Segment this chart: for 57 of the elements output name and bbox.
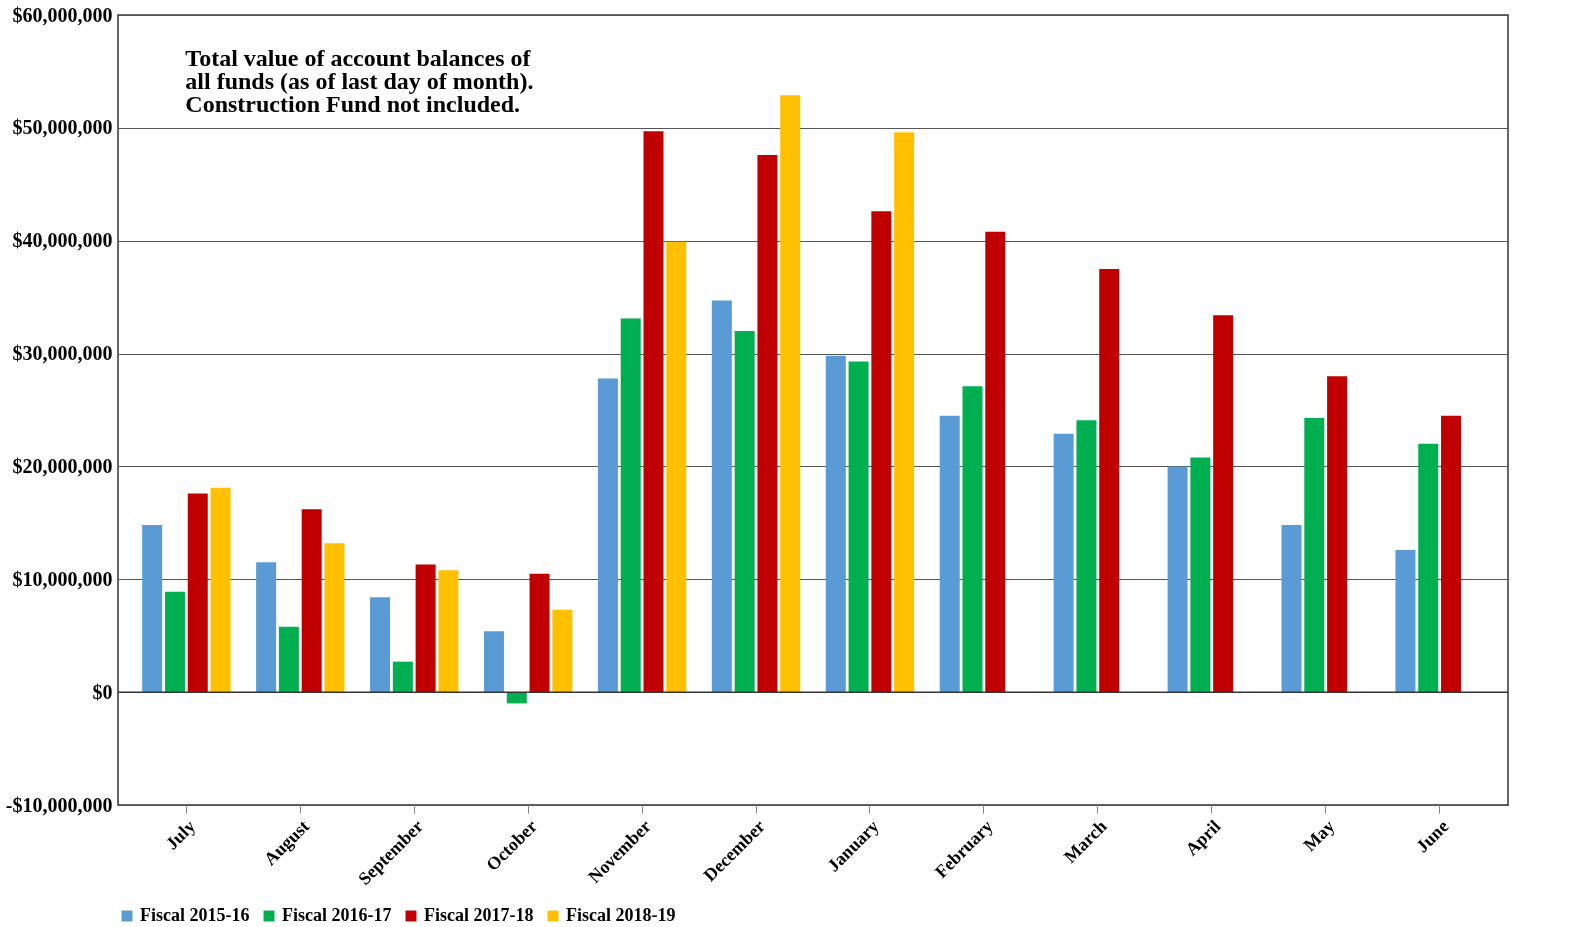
bar: [711, 300, 732, 693]
bar: [1395, 549, 1416, 693]
bar: [1304, 417, 1325, 693]
bar: [256, 562, 277, 693]
y-tick-label: $20,000,000: [12, 454, 113, 477]
bar: [392, 661, 413, 693]
bar: [939, 415, 960, 693]
bar: [278, 626, 299, 693]
y-tick-label: $10,000,000: [12, 567, 113, 590]
bar: [1327, 376, 1348, 693]
bar: [370, 597, 391, 693]
bar: [1167, 466, 1188, 693]
bar: [666, 241, 687, 693]
legend-label: Fiscal 2016-17: [282, 905, 392, 925]
legend-label: Fiscal 2017-18: [424, 905, 534, 925]
bar: [780, 95, 801, 693]
bar: [894, 132, 915, 693]
bar: [415, 564, 436, 693]
bar: [962, 386, 983, 693]
bar: [1281, 525, 1302, 693]
y-tick-label: $60,000,000: [12, 3, 113, 26]
bar: [848, 361, 869, 693]
bar: [1418, 443, 1439, 693]
bar: [438, 570, 459, 693]
legend-label: Fiscal 2015-16: [140, 905, 250, 925]
bar: [142, 525, 163, 693]
bar: [1076, 420, 1097, 693]
y-tick-label: $0: [92, 680, 113, 703]
bar: [620, 318, 641, 693]
bar: [734, 331, 755, 693]
bar: [1213, 315, 1234, 693]
text: Total value of account balances of all funds (as of last day of month). Construction Fund not included.: [185, 45, 534, 117]
bar: [1190, 457, 1211, 693]
bar: [1441, 415, 1462, 693]
bar: [757, 154, 778, 693]
bar: [985, 231, 1006, 693]
bar: [324, 543, 345, 693]
bar: [301, 509, 322, 693]
bar: [210, 487, 231, 693]
y-tick-label: -$10,000,000: [5, 793, 113, 816]
bar: [871, 211, 892, 693]
bar: [187, 493, 208, 693]
x-tick-label: May: [1299, 816, 1339, 855]
y-tick-label: $40,000,000: [12, 229, 113, 252]
bar: [643, 131, 664, 693]
bar: [483, 631, 504, 693]
bar: [1099, 268, 1120, 693]
bar: [529, 573, 550, 693]
bar: [825, 355, 846, 693]
legend-label: Fiscal 2018-19: [566, 905, 676, 925]
y-tick-label: $50,000,000: [12, 116, 113, 139]
y-tick-label: $30,000,000: [12, 342, 113, 365]
bar: [1053, 433, 1074, 693]
bar: [597, 378, 618, 693]
x-tick-label: July: [161, 816, 200, 854]
bar: [164, 591, 185, 693]
bar: [552, 609, 573, 693]
